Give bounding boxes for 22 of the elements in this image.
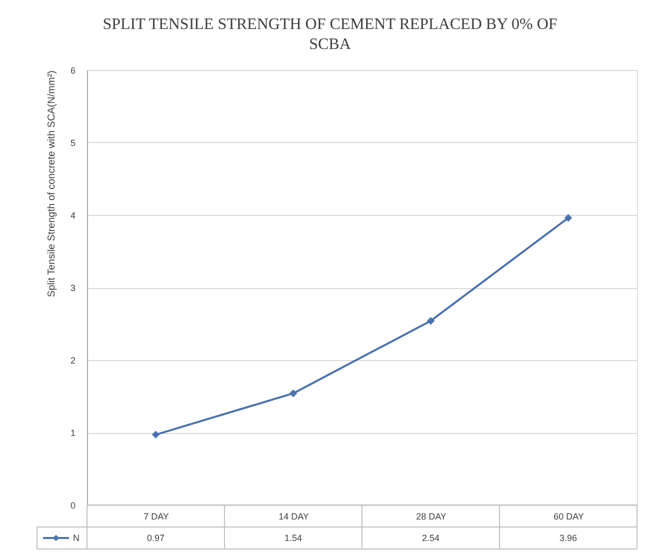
- y-tick-label: 4: [70, 210, 76, 220]
- point: [152, 430, 160, 439]
- x-tick-label: 28 DAY: [416, 512, 446, 522]
- point: [289, 389, 298, 398]
- data-label: 2.54: [422, 533, 440, 543]
- point: [426, 316, 435, 325]
- x-tick-label: 7 DAY: [144, 512, 169, 522]
- y-axis-title: Split Tensile Strength of concrete with SCA(N/mm²): [46, 70, 58, 298]
- x-tick-label: 60 DAY: [554, 512, 584, 522]
- data-label: 3.96: [559, 533, 578, 543]
- point: [564, 214, 572, 222]
- data-label: 1.54: [284, 533, 302, 543]
- data-label: 0.97: [146, 533, 165, 543]
- y-tick-label: 3: [70, 283, 76, 293]
- x-tick-label: 14 DAY: [278, 512, 309, 522]
- y-tick-label: 5: [70, 138, 76, 148]
- y-tick-label: 2: [70, 356, 76, 366]
- y-tick-label: 6: [70, 66, 76, 76]
- y-tick-label: 1: [70, 428, 76, 438]
- legend-label: N: [73, 533, 80, 543]
- chart-title: SPLIT TENSILE STRENGTH OF CEMENT REPLACED BY 0% OF SCBA: [102, 16, 558, 53]
- y-tick-label: 0: [70, 500, 76, 510]
